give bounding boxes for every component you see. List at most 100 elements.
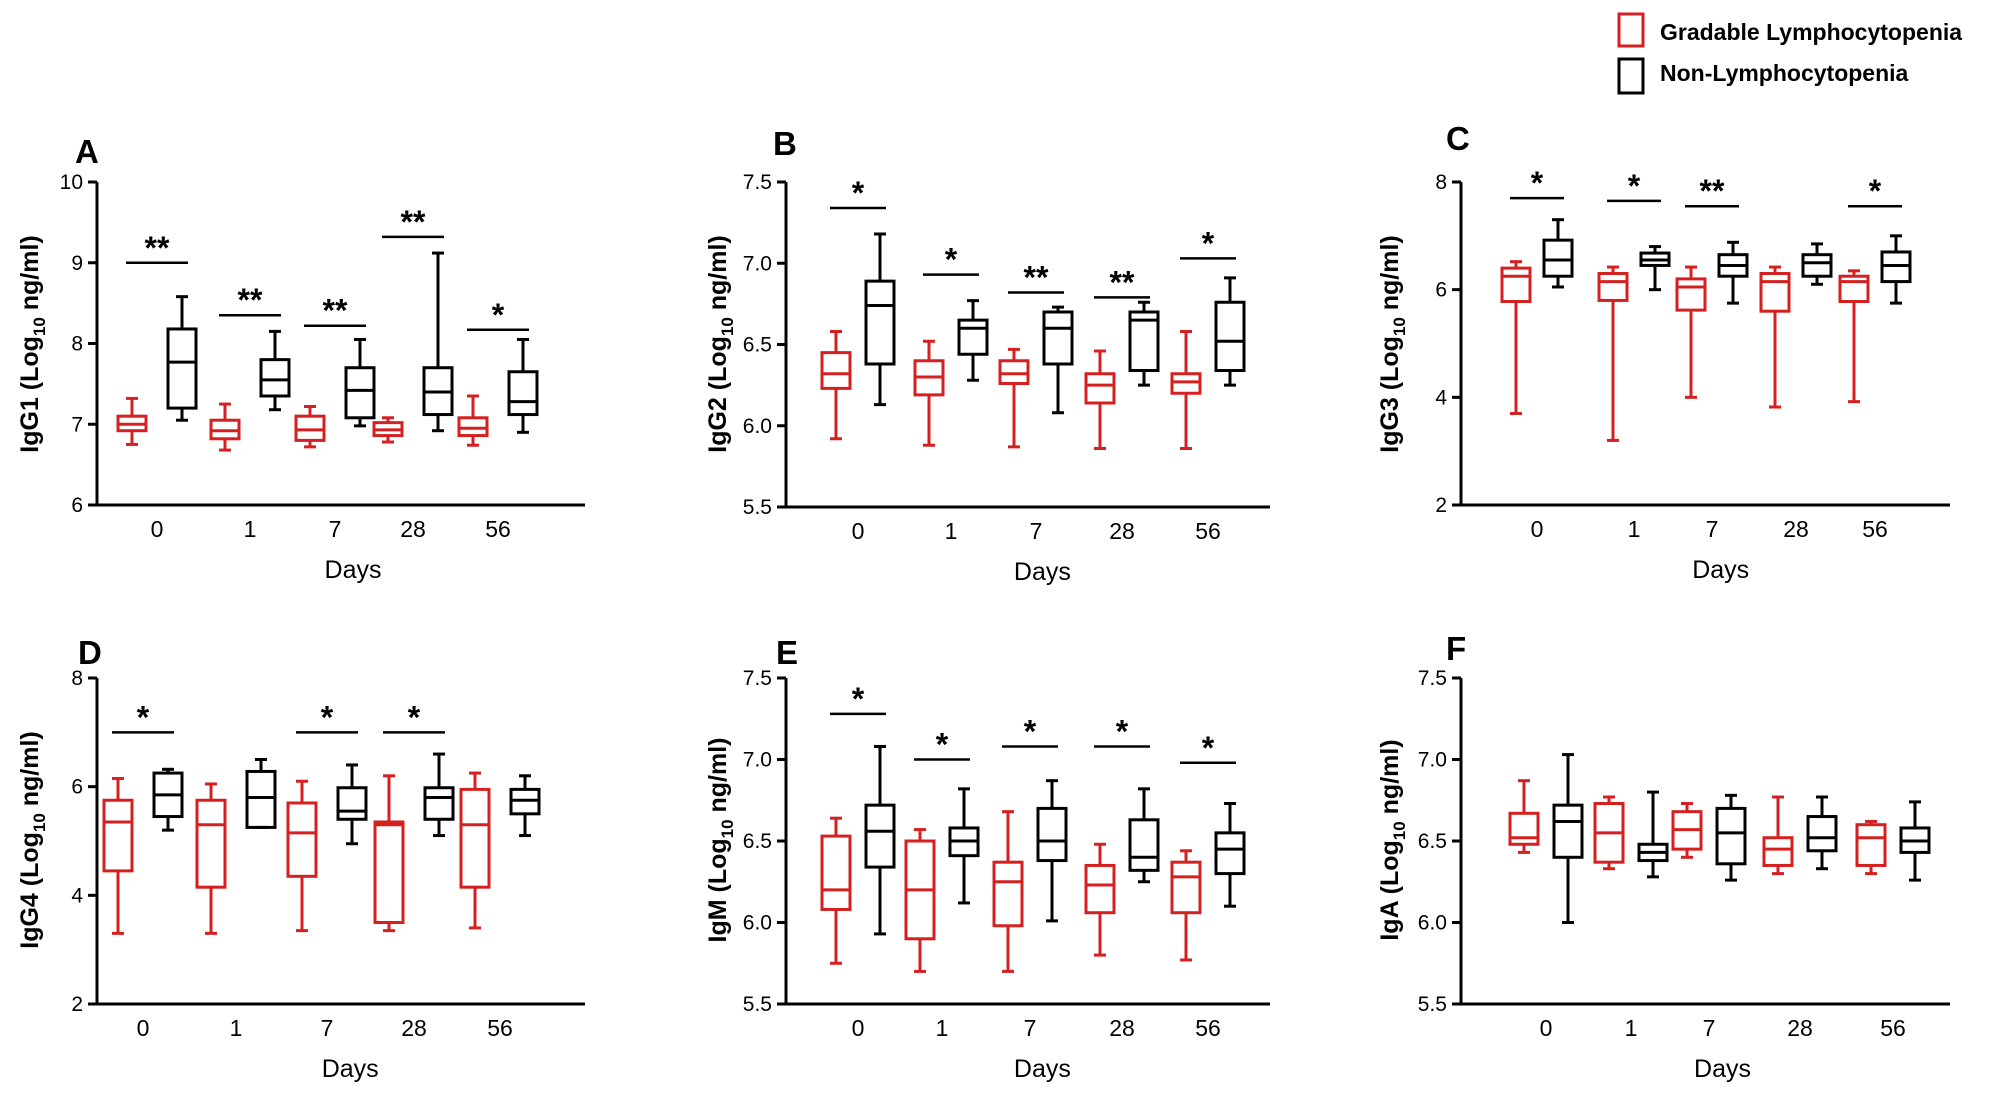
x-axis-label: Days (322, 1055, 379, 1083)
box-iqr (1542, 238, 1574, 278)
panel-b: B 5.5 6.0 6.5 7.0 7.5 IgG2 (Log10 ng/ml) 0 1 7 28 5… (704, 125, 1270, 586)
y-tick-label: 6 (1435, 279, 1447, 302)
significance-day-1: * (914, 727, 970, 763)
box-iqr (1675, 277, 1707, 312)
legend-item-gradable: Gradable Lymphocytopenia (1617, 12, 1962, 48)
box-gradable-day-28 (1084, 842, 1116, 957)
box-gradable-day-0 (116, 396, 148, 446)
significance-label: * (137, 699, 150, 735)
box-iqr (1715, 806, 1747, 866)
legend-label-gradable: Gradable Lymphocytopenia (1660, 19, 1962, 45)
significance-day-56: * (1848, 173, 1902, 209)
x-tick-label-1: 1 (230, 1015, 243, 1041)
x-axis-label: Days (1692, 556, 1749, 584)
box-non-lymphocytopenia-day-28 (1801, 242, 1833, 286)
significance-day-0: * (830, 681, 886, 717)
panel-letter-d: D (78, 634, 102, 671)
box-iqr (1170, 372, 1202, 395)
box-gradable-day-28 (1762, 795, 1794, 876)
box-non-lymphocytopenia-day-56 (1880, 234, 1912, 305)
significance-label: ** (1700, 173, 1725, 209)
significance-label: * (1869, 173, 1882, 209)
y-tick-label: 5.5 (743, 993, 772, 1016)
x-tick-label-7: 7 (1703, 1015, 1716, 1041)
significance-day-1: * (923, 242, 979, 278)
box-non-lymphocytopenia-day-0 (1542, 218, 1574, 289)
significance-label: * (945, 242, 958, 278)
y-tick-label: 8 (71, 333, 83, 356)
y-axis-label: IgM (Log10 ng/ml) (704, 738, 737, 943)
box-iqr (1170, 860, 1202, 915)
x-tick-label-0: 0 (1531, 516, 1544, 542)
box-iqr (459, 787, 491, 889)
box-gradable-day-56 (1838, 269, 1870, 404)
box-non-lymphocytopenia-day-7 (344, 337, 376, 428)
significance-day-0: * (1510, 165, 1564, 201)
box-iqr (457, 416, 489, 438)
box-iqr (166, 327, 198, 410)
x-tick-label-56: 56 (485, 516, 511, 542)
significance-day-56: * (1180, 730, 1236, 766)
significance-label: ** (238, 282, 263, 318)
significance-label: * (321, 699, 334, 735)
y-tick-label: 7.5 (1418, 667, 1447, 690)
box-non-lymphocytopenia-day-1 (1639, 245, 1671, 292)
box-iqr (1042, 310, 1074, 366)
box-iqr (957, 318, 989, 356)
box-gradable-day-1 (913, 339, 945, 447)
box-non-lymphocytopenia-day-0 (166, 295, 198, 422)
significance-day-28: ** (382, 204, 444, 240)
x-tick-label-1: 1 (936, 1015, 949, 1041)
box-iqr (1128, 818, 1160, 872)
x-tick-label-28: 28 (1109, 518, 1135, 544)
box-iqr (294, 414, 326, 442)
box-non-lymphocytopenia-day-1 (948, 787, 980, 905)
y-tick-label: 7.5 (743, 171, 772, 194)
box-iqr (1084, 863, 1116, 915)
significance-label: ** (401, 204, 426, 240)
significance-day-7: ** (1685, 173, 1739, 209)
y-tick-label: 4 (71, 884, 83, 907)
box-gradable-day-28 (1759, 265, 1791, 409)
box-iqr (1036, 806, 1068, 863)
box-gradable-day-7 (992, 810, 1024, 973)
y-tick-label: 2 (1435, 494, 1447, 517)
x-tick-label-56: 56 (1880, 1015, 1906, 1041)
y-axis-label: IgG2 (Log10 ng/ml) (704, 235, 737, 453)
box-iqr (1084, 372, 1116, 405)
box-iqr (1214, 300, 1246, 372)
box-gradable-day-56 (457, 394, 489, 447)
box-gradable-day-56 (1170, 849, 1202, 962)
legend-label-non-lymphocytopenia: Non-Lymphocytopenia (1660, 60, 1909, 86)
significance-label: ** (1110, 264, 1135, 300)
y-tick-label: 6.5 (1418, 830, 1447, 853)
box-non-lymphocytopenia-day-7 (1042, 305, 1074, 415)
box-iqr (1801, 253, 1833, 278)
significance-day-1: * (1607, 168, 1661, 204)
y-tick-label: 5.5 (1418, 993, 1447, 1016)
x-tick-label-28: 28 (1109, 1015, 1135, 1041)
y-tick-label: 7 (71, 413, 83, 436)
significance-day-7: * (296, 699, 358, 735)
box-gradable-day-7 (294, 404, 326, 449)
y-axis-label: IgA (Log10 ng/ml) (1376, 739, 1409, 940)
box-non-lymphocytopenia-day-7 (1036, 779, 1068, 923)
box-non-lymphocytopenia-day-0 (864, 232, 896, 407)
significance-day-56: * (467, 297, 529, 333)
significance-label: * (936, 727, 949, 763)
box-non-lymphocytopenia-day-56 (509, 774, 541, 838)
x-tick-label-28: 28 (401, 1015, 427, 1041)
significance-label: * (1531, 165, 1544, 201)
box-non-lymphocytopenia-day-1 (259, 329, 291, 412)
significance-day-7: ** (1008, 260, 1064, 296)
box-iqr (259, 358, 291, 398)
significance-day-0: * (830, 175, 886, 211)
box-non-lymphocytopenia-day-56 (1899, 800, 1931, 882)
box-iqr (286, 801, 318, 878)
x-tick-label-1: 1 (1625, 1015, 1638, 1041)
y-tick-label: 7.0 (743, 252, 772, 275)
box-non-lymphocytopenia-day-0 (1552, 753, 1584, 924)
x-tick-label-56: 56 (1195, 1015, 1221, 1041)
box-gradable-day-7 (998, 347, 1030, 449)
